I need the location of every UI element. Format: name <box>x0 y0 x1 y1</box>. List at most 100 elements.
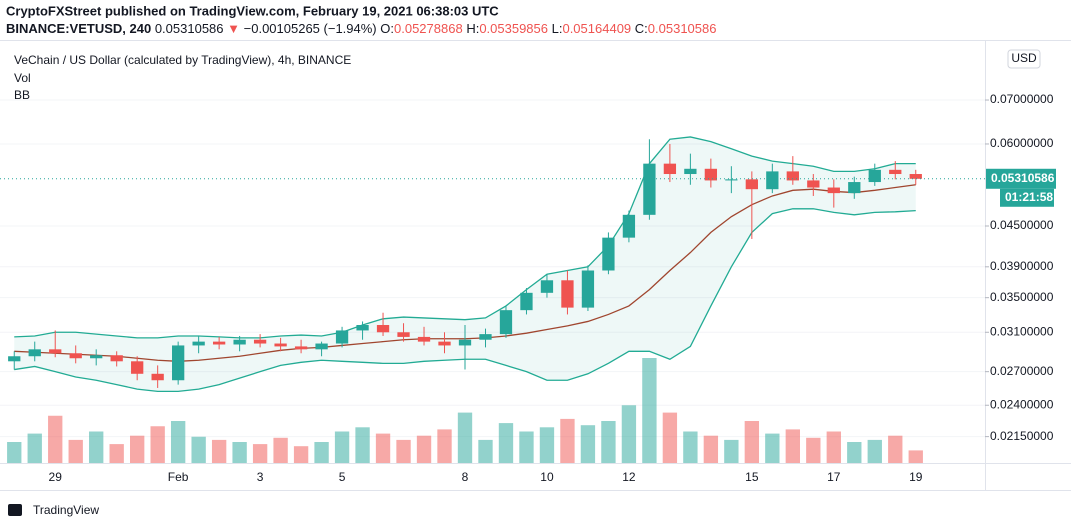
volume-bar <box>683 431 698 463</box>
c-label: C: <box>635 21 648 36</box>
plot <box>0 99 985 463</box>
volume-bar <box>150 426 165 463</box>
volume-bar <box>560 418 575 463</box>
volume-bar <box>724 439 739 463</box>
currency-box[interactable] <box>1007 49 1041 69</box>
volume-bar <box>273 437 288 463</box>
candle-body <box>151 373 164 381</box>
volume-bar <box>478 439 493 463</box>
volume-bar <box>416 435 432 463</box>
candle-body <box>602 237 615 271</box>
countdown: 01:21:58 <box>1005 190 1053 204</box>
candle-body <box>458 339 472 346</box>
candle-body <box>479 334 492 340</box>
currency[interactable]: USD <box>1011 51 1037 65</box>
volume-bar <box>7 442 22 463</box>
last-price-label: 0.05310586 <box>991 171 1055 185</box>
y-tick-label: 0.06000000 <box>990 136 1054 150</box>
arrow: ▼ <box>227 21 240 36</box>
symbol: BINANCE:VETUSD, 240 <box>6 21 151 36</box>
candle-body <box>499 310 513 335</box>
y-tick-label: 0.02400000 <box>990 397 1054 411</box>
candle-body <box>827 187 840 194</box>
indicator: Vol <box>14 71 31 85</box>
candle-body <box>28 349 41 357</box>
volume-bar <box>27 433 42 463</box>
volume-bar <box>744 421 760 463</box>
candle-body <box>212 341 226 345</box>
candle-body <box>909 174 922 179</box>
candle-body <box>69 353 82 359</box>
y-tick-label: 0.03500000 <box>990 290 1054 304</box>
candle-body <box>8 356 21 362</box>
x-tick-label: 19 <box>909 470 923 484</box>
change: −0.00105265 (−1.94%) <box>244 21 377 36</box>
candle-body <box>376 325 390 333</box>
candle-body <box>540 280 554 293</box>
volume-bar <box>48 415 63 463</box>
volume-bar <box>621 405 637 463</box>
x-tick-label: 29 <box>49 470 63 484</box>
l-label: L: <box>552 21 563 36</box>
candle-body <box>315 343 328 350</box>
y-tick-label: 0.02700000 <box>990 364 1054 378</box>
bollinger-upper <box>14 136 916 339</box>
volume-bar <box>785 429 800 463</box>
volume-bar <box>806 437 821 463</box>
candle-body <box>520 292 533 311</box>
candle-body <box>868 169 881 183</box>
x-tick-label: 5 <box>339 470 346 484</box>
last-price-box <box>986 168 1056 189</box>
volume-bar <box>170 421 186 463</box>
volume-bar <box>89 431 104 463</box>
candle-body <box>622 214 636 238</box>
candle-body <box>172 345 185 381</box>
volume-bar <box>888 435 903 463</box>
volume-bar <box>457 412 473 463</box>
volume-bar <box>211 439 227 463</box>
candle-body <box>438 341 451 346</box>
volume-bar <box>355 427 370 463</box>
volume-bar <box>232 442 247 463</box>
volume-bar <box>519 431 534 463</box>
candle-body <box>90 355 103 359</box>
candle-body <box>786 171 799 181</box>
volume-bar <box>847 442 862 463</box>
l: 0.05164409 <box>562 21 631 36</box>
candle-body <box>417 336 431 342</box>
candle-body <box>766 171 779 190</box>
candle-body <box>335 330 349 344</box>
volume-bar <box>68 439 83 463</box>
candle-body <box>807 180 820 188</box>
x-tick-label: Feb <box>168 470 189 484</box>
volume-bar <box>539 427 555 463</box>
candle-body <box>294 346 308 350</box>
volume-bar <box>642 358 657 463</box>
x-tick-label: 15 <box>745 470 759 484</box>
candle-body <box>745 179 758 190</box>
indicator: BB <box>14 88 30 102</box>
volume-bar <box>437 429 452 463</box>
candle-body <box>643 163 656 215</box>
o-label: O: <box>380 21 394 36</box>
h: 0.05359856 <box>479 21 548 36</box>
candle-body <box>49 349 62 354</box>
brand: TradingView <box>33 503 99 517</box>
volume-bar <box>662 412 678 463</box>
volume-bar <box>601 421 616 463</box>
x-tick-label: 12 <box>622 470 636 484</box>
candle-body <box>684 168 697 175</box>
o: 0.05278868 <box>394 21 463 36</box>
candle-body <box>704 168 718 181</box>
volume-bar <box>252 444 268 463</box>
y-tick-label: 0.07000000 <box>990 92 1054 106</box>
volume-bar <box>867 439 882 463</box>
volume-bar <box>130 435 145 463</box>
volume-bar <box>191 436 206 463</box>
logo-icon <box>8 504 22 516</box>
candle-body <box>274 343 287 347</box>
x-tick-label: 17 <box>827 470 841 484</box>
x-tick-label: 3 <box>257 470 264 484</box>
symbol-line: BINANCE:VETUSD, 240 0.05310586 ▼ −0.0010… <box>6 21 716 36</box>
candle-body <box>192 341 205 346</box>
